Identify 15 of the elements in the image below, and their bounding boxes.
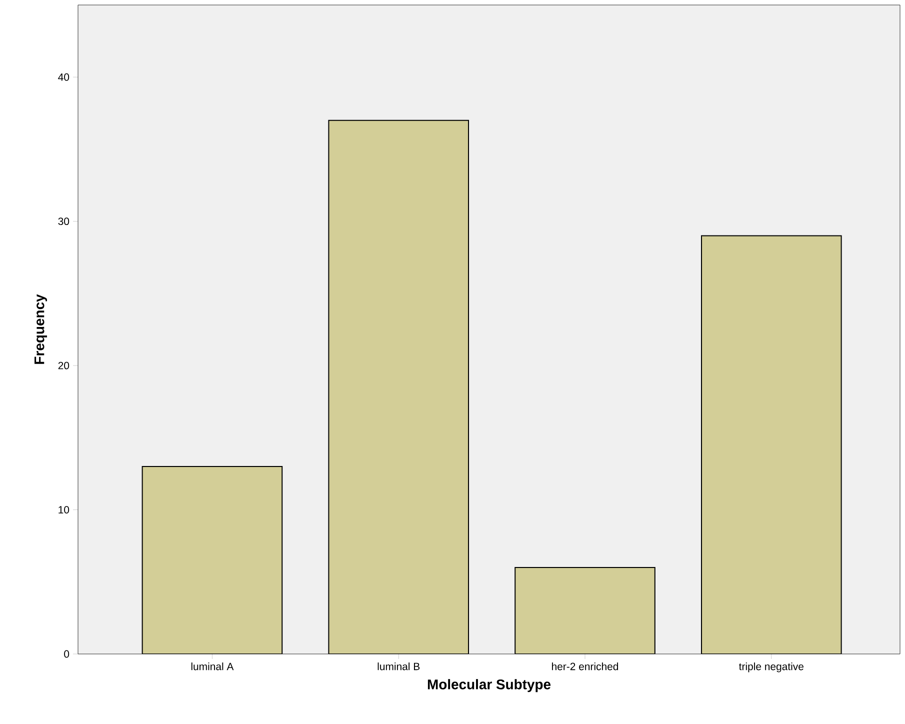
x-tick-label: triple negative [738,662,804,672]
y-tick-label: 0 [64,650,70,658]
bar [142,466,283,654]
y-axis-title: Frequency [34,294,48,364]
bar [514,566,656,654]
x-tick-label: luminal A [191,662,234,670]
y-tick-label: 40 [58,73,70,81]
y-tick-label: 20 [58,362,70,370]
x-tick-label: her-2 enriched [552,662,618,670]
x-tick-label: luminal B [378,662,420,670]
y-tick-label: 10 [58,506,70,514]
x-axis-title: Molecular Subtype [428,679,551,692]
bar [328,120,469,654]
bar [701,235,842,654]
y-tick-label: 30 [58,218,70,226]
